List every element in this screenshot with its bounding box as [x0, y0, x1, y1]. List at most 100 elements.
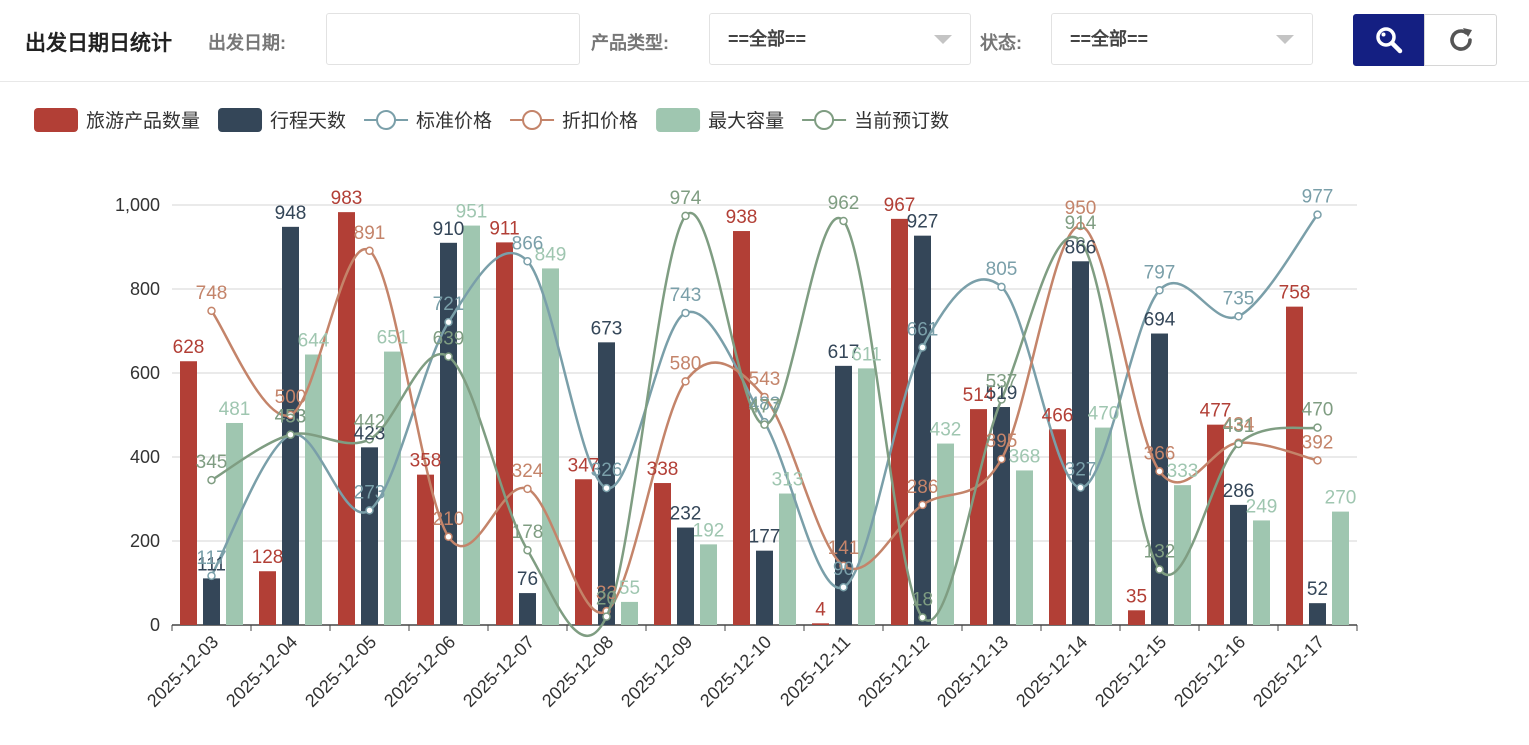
legend-item[interactable]: 折扣价格: [510, 110, 638, 132]
bar: [1016, 470, 1033, 625]
bar: [858, 368, 875, 625]
data-label: 951: [456, 202, 488, 223]
bar: [384, 351, 401, 625]
bar: [654, 483, 671, 625]
data-point: [918, 500, 927, 510]
bar: [203, 578, 220, 625]
legend-item[interactable]: 最大容量: [656, 108, 784, 132]
data-label: 141: [828, 538, 860, 559]
status-select[interactable]: ==全部==: [1051, 13, 1313, 65]
data-label: 358: [410, 451, 442, 472]
data-label: 519: [986, 383, 1018, 404]
data-label: 35: [1126, 586, 1147, 607]
data-label: 977: [1302, 187, 1334, 208]
bar: [305, 354, 322, 625]
search-button[interactable]: [1353, 14, 1425, 66]
data-label: 537: [986, 371, 1018, 392]
y-tick-label: 800: [130, 279, 160, 299]
legend-label: 折扣价格: [562, 110, 638, 132]
data-label: 470: [1088, 404, 1120, 425]
data-label: 721: [433, 294, 465, 315]
data-label: 974: [670, 188, 702, 209]
data-point: [839, 216, 848, 226]
bar: [1128, 610, 1145, 625]
product-type-select[interactable]: ==全部==: [709, 13, 971, 65]
data-label: 347: [568, 455, 600, 476]
data-label: 661: [907, 319, 939, 340]
data-label: 651: [377, 328, 409, 349]
data-label: 967: [884, 195, 916, 216]
data-label: 76: [517, 569, 538, 590]
legend-label: 行程天数: [270, 110, 346, 132]
data-label: 891: [354, 223, 386, 244]
bar: [993, 407, 1010, 625]
chevron-down-icon: [1276, 35, 1294, 44]
legend-marker: [814, 110, 835, 130]
bar: [733, 231, 750, 626]
data-label: 432: [930, 420, 962, 441]
data-label: 797: [1144, 262, 1176, 283]
chart-legend: 旅游产品数量 行程天数 标准价格 折扣价格 最大容量 当前预订数: [34, 108, 949, 132]
legend-item[interactable]: 行程天数: [218, 108, 346, 132]
legend-marker: [522, 110, 543, 130]
line-series: [207, 210, 1322, 637]
data-point: [1076, 221, 1085, 231]
data-label: 52: [1307, 579, 1328, 600]
data-label: 938: [726, 207, 758, 228]
data-point: [444, 317, 453, 327]
data-label: 673: [591, 318, 623, 339]
y-tick-label: 200: [130, 531, 160, 551]
bar: [621, 601, 638, 625]
data-label: 453: [275, 407, 307, 428]
legend-item[interactable]: 旅游产品数量: [34, 108, 200, 132]
data-point: [365, 506, 374, 515]
reset-button[interactable]: [1424, 14, 1497, 66]
data-label: 694: [1144, 310, 1176, 331]
data-label: 466: [1042, 405, 1074, 426]
data-label: 55: [619, 578, 640, 599]
data-label: 911: [489, 218, 519, 239]
data-point: [1313, 210, 1322, 219]
data-label: 866: [1065, 237, 1097, 258]
data-point: [523, 545, 532, 555]
data-point: [207, 475, 216, 485]
data-point: [1155, 565, 1164, 574]
bar: [1286, 306, 1303, 625]
x-tick-label: 2025-12-07: [459, 632, 538, 711]
data-point: [444, 352, 453, 361]
data-label: 20: [596, 589, 617, 610]
data-label: 327: [1065, 460, 1097, 481]
y-axis: 0 200 400 600 800 1,000: [115, 195, 160, 635]
data-label: 849: [535, 244, 567, 265]
legend-item[interactable]: 标准价格: [364, 110, 492, 132]
bar: [700, 544, 717, 625]
data-label: 286: [1223, 481, 1255, 502]
bar: [180, 361, 197, 625]
data-label: 273: [354, 482, 386, 503]
bar: [598, 342, 615, 625]
data-label: 477: [749, 397, 781, 418]
chevron-down-icon: [934, 35, 952, 44]
data-label: 333: [1167, 461, 1199, 482]
data-label: 735: [1223, 288, 1255, 309]
data-point: [1234, 439, 1243, 449]
data-point: [1076, 483, 1085, 492]
legend-label: 最大容量: [708, 110, 784, 132]
data-label: 434: [1223, 415, 1255, 436]
legend-label: 标准价格: [416, 110, 492, 132]
data-label: 910: [433, 219, 465, 240]
data-point: [681, 308, 690, 318]
x-tick-label: 2025-12-17: [1249, 632, 1328, 711]
data-label: 580: [670, 353, 702, 374]
data-label: 500: [275, 387, 307, 408]
date-input[interactable]: [326, 13, 580, 65]
data-label: 338: [647, 459, 679, 480]
data-label: 453: [275, 407, 307, 428]
data-point: [918, 343, 927, 352]
data-label: 743: [670, 285, 702, 306]
legend-label: 当前预订数: [854, 110, 949, 132]
legend-item[interactable]: 当前预订数: [802, 110, 949, 132]
bar: [519, 593, 536, 625]
data-label: 431: [1223, 416, 1255, 437]
